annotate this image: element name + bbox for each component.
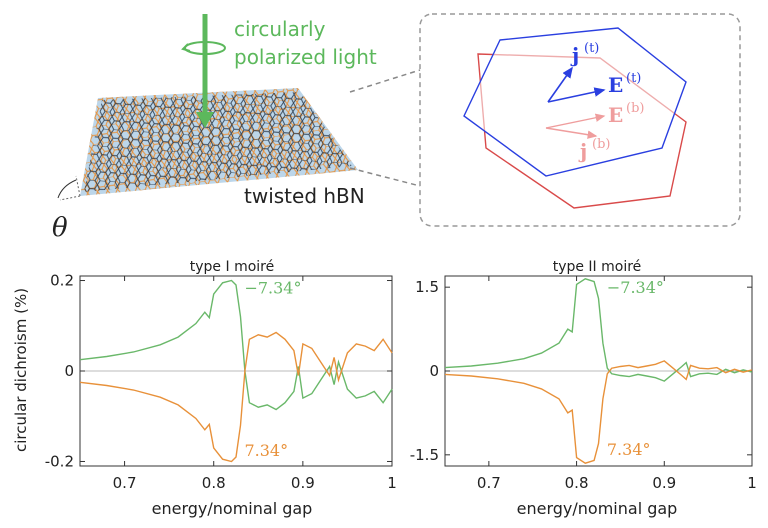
- series-annotation: −7.34°: [607, 278, 664, 297]
- x-tick-label: 0.7: [113, 474, 137, 492]
- j-top-sup: (t): [584, 41, 599, 56]
- series-line-negative-angle: [79, 279, 393, 411]
- plot-area: 0.7 0.8 0.9 1 1.5 0 -1.5 −7.34° 7.34°: [410, 275, 757, 492]
- zoom-connector-top: [349, 69, 421, 93]
- y-tick-label: 0: [64, 362, 74, 380]
- E-bottom-sup: (b): [626, 101, 644, 116]
- twist-angle-marker: [57, 175, 81, 201]
- y-tick-label: 1.5: [415, 278, 439, 296]
- y-tick-label: 0: [429, 362, 439, 380]
- y-axis-label: circular dichroism (%): [12, 288, 30, 452]
- y-tick-label: -0.2: [45, 452, 74, 470]
- series-line-positive-angle: [79, 331, 393, 463]
- series-line-positive-angle: [444, 360, 753, 464]
- twisted-hbn-sheet: [80, 88, 358, 196]
- series-annotation: 7.34°: [244, 441, 288, 460]
- j-top-arrow: [547, 66, 573, 103]
- sample-label: twisted hBN: [244, 184, 365, 208]
- j-top-label: j: [570, 43, 579, 67]
- x-tick-label: 0.8: [565, 474, 589, 492]
- chart-title: type I moiré: [190, 259, 274, 275]
- vector-labels: j (t) E (t) E (b) j (b): [570, 41, 644, 163]
- x-tick-label: 1: [747, 474, 757, 492]
- series-annotation: −7.34°: [244, 278, 301, 297]
- x-axis-label: energy/nominal gap: [152, 499, 313, 518]
- light-beam: [181, 14, 226, 128]
- plot-area: 0.7 0.8 0.9 1 0.2 0 -0.2 −7.34° 7.34°: [45, 272, 397, 492]
- hbn-illustration: θ twisted hBN circularly polarized light…: [52, 13, 741, 243]
- E-top-arrow: [547, 87, 606, 103]
- twist-angle-symbol: θ: [52, 213, 68, 243]
- j-bottom-sup: (b): [592, 137, 610, 152]
- chart-title: type II moiré: [553, 259, 642, 275]
- x-axis-label: energy/nominal gap: [517, 499, 678, 518]
- E-bottom-label: E: [608, 103, 623, 127]
- x-tick-label: 0.7: [477, 474, 501, 492]
- E-top-label: E: [608, 73, 623, 97]
- E-bottom-arrow: [545, 113, 606, 129]
- zoom-inset-box: [419, 13, 741, 227]
- chart-type-1: type I moiré energy/nominal gap 0.7 0.8 0.…: [45, 259, 397, 518]
- x-tick-label: 1: [387, 474, 397, 492]
- y-tick-label: 0.2: [50, 272, 74, 290]
- y-tick-label: -1.5: [410, 446, 439, 464]
- E-top-sup: (t): [626, 71, 641, 86]
- zoom-connector-bottom: [349, 167, 421, 187]
- light-label-line1: circularly: [234, 17, 326, 41]
- series-line-negative-angle: [444, 278, 753, 382]
- series-annotation: 7.34°: [607, 440, 651, 459]
- light-label-line2: polarized light: [234, 45, 377, 69]
- j-bottom-arrow: [545, 127, 598, 139]
- top-layer-hexagon: [463, 27, 687, 177]
- x-tick-label: 0.9: [291, 474, 315, 492]
- chart-type-2: type II moiré energy/nominal gap 0.7 0.8 0…: [410, 259, 757, 518]
- x-tick-label: 0.9: [652, 474, 676, 492]
- j-bottom-label: j: [578, 139, 587, 163]
- x-tick-label: 0.8: [202, 474, 226, 492]
